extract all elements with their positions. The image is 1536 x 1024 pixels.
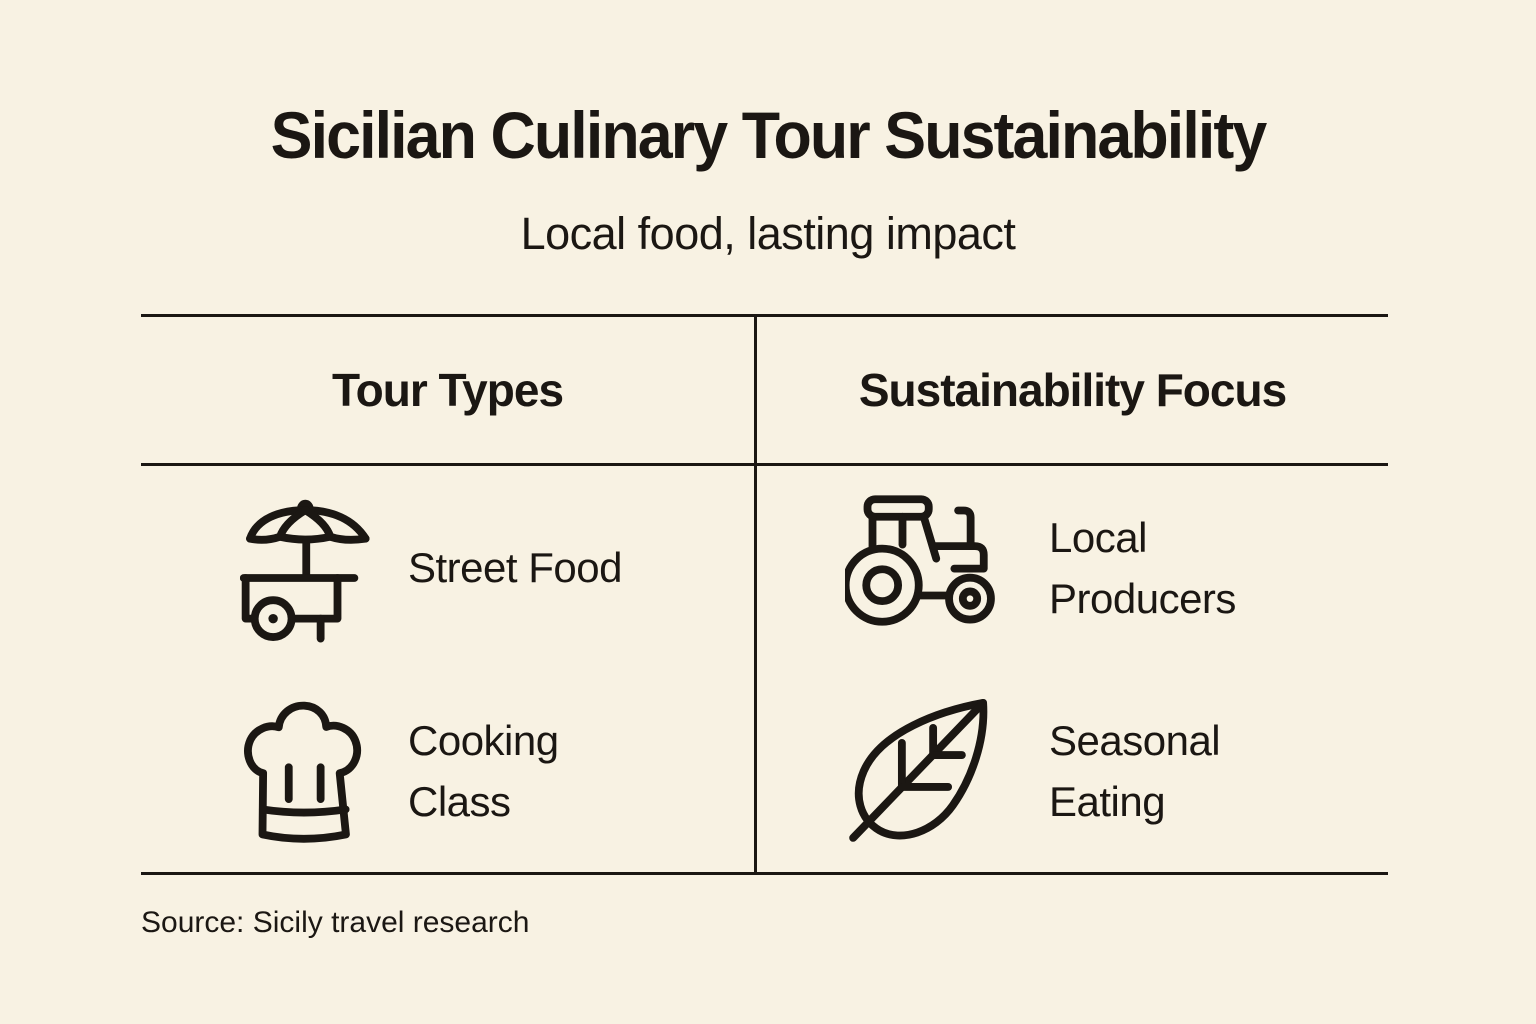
page-title: Sicilian Culinary Tour Sustainability bbox=[270, 98, 1268, 172]
chef-hat-icon bbox=[240, 696, 390, 846]
row-label: Local Producers bbox=[1049, 513, 1236, 622]
page-subtitle: Local food, lasting impact bbox=[520, 208, 1016, 259]
row-label: Seasonal Eating bbox=[1049, 716, 1221, 825]
column-header: Sustainability Focus bbox=[757, 317, 1388, 466]
table-row: Seasonal Eating bbox=[757, 669, 1388, 872]
column-body: Street Food Cooking Class bbox=[141, 466, 754, 872]
comparison-table: Tour Types bbox=[141, 314, 1388, 875]
column-header: Tour Types bbox=[141, 317, 754, 466]
row-label: Street Food bbox=[408, 544, 622, 591]
street-food-cart-icon bbox=[240, 493, 390, 643]
table-row: Local Producers bbox=[757, 466, 1388, 669]
column-sustainability-focus: Sustainability Focus bbox=[757, 317, 1388, 872]
table-row: Cooking Class bbox=[141, 669, 754, 872]
tractor-icon bbox=[845, 493, 995, 643]
column-tour-types: Tour Types bbox=[141, 317, 757, 872]
source-note: Source: Sicily travel research bbox=[141, 906, 530, 939]
column-body: Local Producers Seasonal Eating bbox=[757, 466, 1388, 872]
row-label: Cooking Class bbox=[408, 716, 559, 825]
table-row: Street Food bbox=[141, 466, 754, 669]
leaf-icon bbox=[845, 696, 995, 846]
